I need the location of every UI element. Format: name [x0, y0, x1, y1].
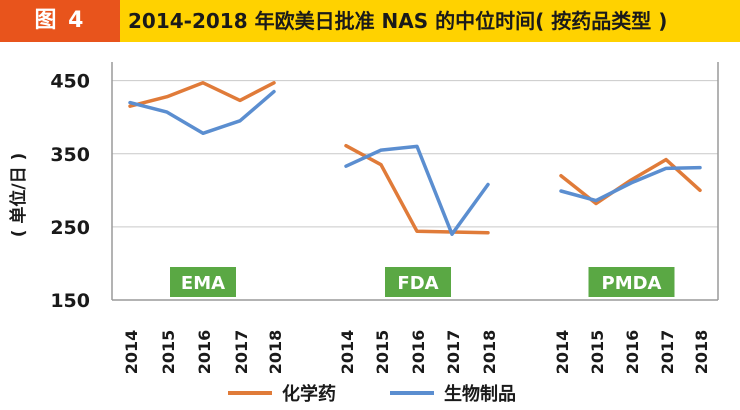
x-tick-label-fda-2015: 2015	[373, 330, 392, 375]
x-tick-label-pmda-2016: 2016	[623, 330, 642, 375]
x-tick-label-ema-2015: 2015	[159, 330, 178, 375]
group-label-pmda: PMDA	[602, 273, 662, 294]
y-tick-label-450: 450	[50, 71, 90, 93]
x-tick-label-fda-2018: 2018	[480, 330, 499, 375]
x-tick-label-fda-2016: 2016	[409, 330, 428, 375]
legend-biologic-label: 生物制品	[444, 383, 516, 405]
x-tick-label-pmda-2015: 2015	[588, 330, 607, 375]
x-tick-label-pmda-2018: 2018	[692, 330, 711, 375]
group-label-ema: EMA	[181, 273, 225, 294]
chart-title: 2014-2018 年欧美日批准 NAS 的中位时间( 按药品类型 )	[128, 9, 668, 33]
group-badge-ema	[170, 267, 236, 297]
y-axis-title: ( 单位/日 )	[8, 153, 29, 238]
x-tick-label-ema-2016: 2016	[195, 330, 214, 375]
x-tick-label-ema-2014: 2014	[122, 330, 141, 375]
header-bar: 图 4 2014-2018 年欧美日批准 NAS 的中位时间( 按药品类型 )	[0, 0, 740, 42]
x-tick-label-ema-2017: 2017	[232, 330, 251, 375]
group-badge-fda	[385, 267, 451, 297]
x-tick-label-pmda-2014: 2014	[553, 330, 572, 375]
x-tick-label-ema-2018: 2018	[266, 330, 285, 375]
y-tick-label-250: 250	[50, 217, 90, 239]
series-line-ema-biologic	[128, 89, 276, 136]
series-line-fda-biologic	[344, 144, 490, 236]
series-line-ema-chemical	[128, 81, 276, 108]
x-tick-label-pmda-2017: 2017	[658, 330, 677, 375]
series-line-fda-chemical	[344, 143, 490, 235]
x-tick-label-fda-2014: 2014	[338, 330, 357, 375]
series-line-pmda-biologic	[559, 165, 702, 203]
group-label-fda: FDA	[397, 273, 438, 294]
y-tick-label-150: 150	[50, 290, 90, 312]
legend-chemical-label: 化学药	[282, 383, 336, 405]
group-badge-pmda	[588, 267, 675, 297]
figure-label: 图 4	[0, 0, 120, 42]
y-tick-label-350: 350	[50, 144, 90, 166]
x-tick-label-fda-2017: 2017	[444, 330, 463, 375]
